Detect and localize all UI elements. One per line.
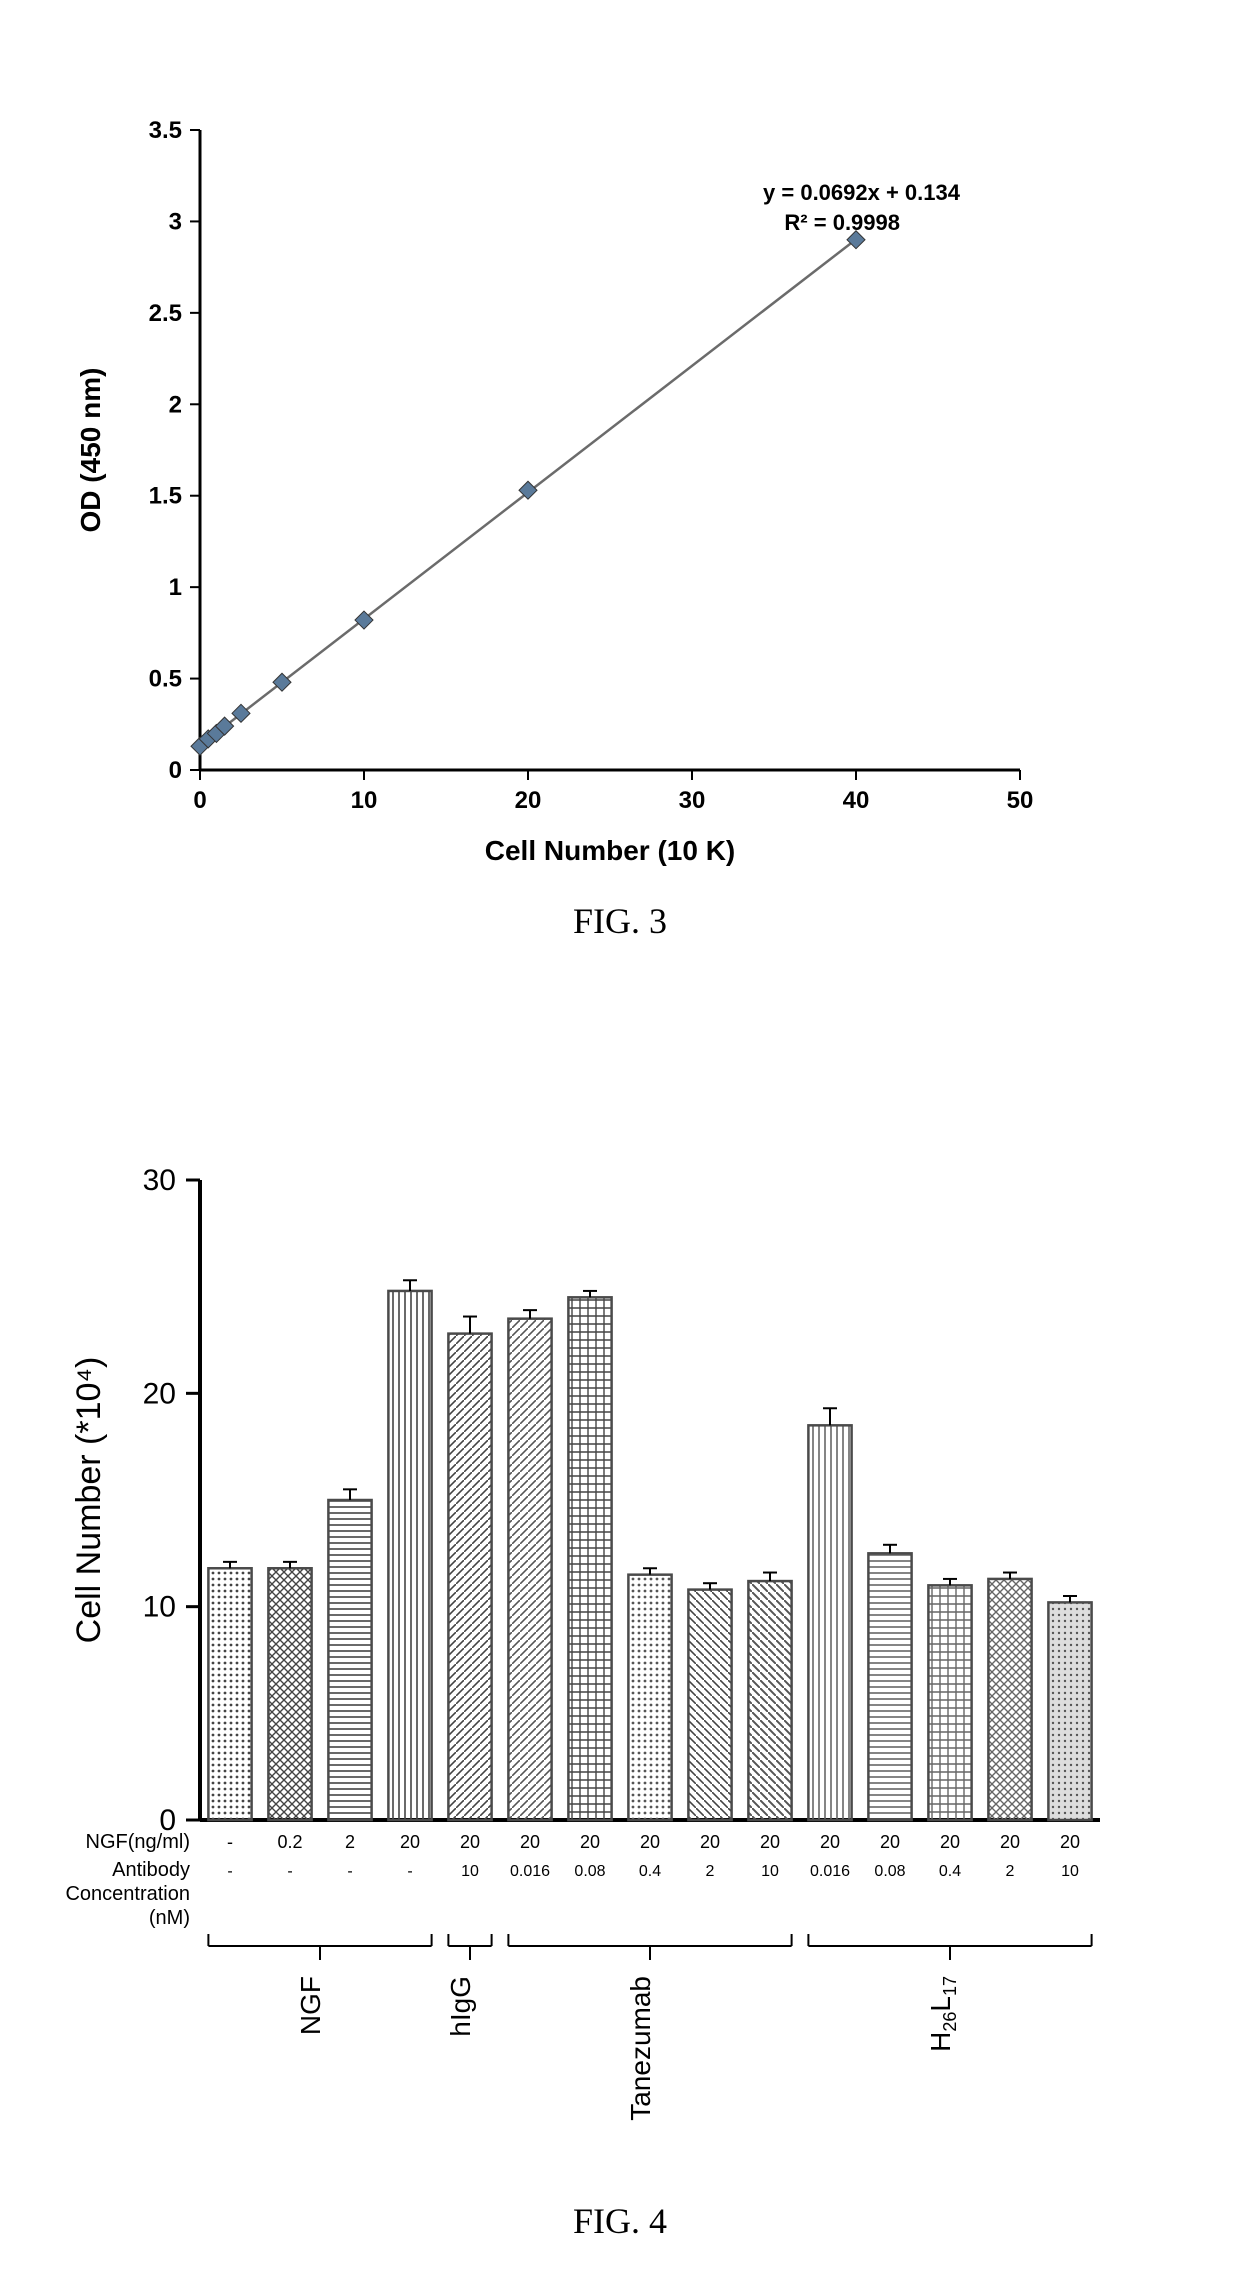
figure-4: 0102030Cell Number (*10⁴)NGF(ng/ml)Antib… bbox=[0, 1120, 1240, 2242]
svg-text:0.2: 0.2 bbox=[277, 1832, 302, 1852]
svg-text:10: 10 bbox=[351, 787, 378, 814]
svg-text:1: 1 bbox=[169, 574, 182, 601]
svg-text:2.5: 2.5 bbox=[149, 300, 182, 327]
svg-text:R² = 0.9998: R² = 0.9998 bbox=[784, 210, 900, 235]
svg-text:30: 30 bbox=[143, 1164, 176, 1197]
svg-text:H26L17: H26L17 bbox=[925, 1976, 960, 2052]
svg-text:20: 20 bbox=[700, 1832, 720, 1852]
svg-text:20: 20 bbox=[940, 1832, 960, 1852]
svg-text:20: 20 bbox=[760, 1832, 780, 1852]
svg-text:(nM): (nM) bbox=[149, 1907, 190, 1929]
scatter-chart: 0 10 20 30 40 50 0 0.5 1 1.5 2 2.5 3 3.5 Cell Number (… bbox=[0, 70, 1240, 870]
svg-text:30: 30 bbox=[679, 787, 706, 814]
svg-text:-: - bbox=[407, 1863, 412, 1880]
svg-text:10: 10 bbox=[1061, 1863, 1079, 1880]
svg-text:20: 20 bbox=[1060, 1832, 1080, 1852]
svg-text:20: 20 bbox=[143, 1377, 176, 1410]
svg-text:20: 20 bbox=[400, 1832, 420, 1852]
svg-text:50: 50 bbox=[1007, 787, 1034, 814]
svg-text:3: 3 bbox=[169, 208, 182, 235]
svg-text:Tanezumab: Tanezumab bbox=[625, 1976, 656, 2121]
svg-text:0.5: 0.5 bbox=[149, 666, 182, 693]
svg-text:2: 2 bbox=[1006, 1863, 1015, 1880]
svg-text:-: - bbox=[347, 1863, 352, 1880]
svg-text:1.5: 1.5 bbox=[149, 483, 182, 510]
svg-text:NGF: NGF bbox=[295, 1976, 326, 2035]
svg-text:0.4: 0.4 bbox=[639, 1863, 661, 1880]
svg-text:0.016: 0.016 bbox=[810, 1863, 850, 1880]
svg-text:10: 10 bbox=[461, 1863, 479, 1880]
svg-text:NGF(ng/ml): NGF(ng/ml) bbox=[86, 1831, 190, 1853]
svg-text:0.4: 0.4 bbox=[939, 1863, 961, 1880]
svg-text:10: 10 bbox=[143, 1591, 176, 1624]
svg-text:40: 40 bbox=[843, 787, 870, 814]
svg-text:0.016: 0.016 bbox=[510, 1863, 550, 1880]
svg-text:3.5: 3.5 bbox=[149, 117, 182, 144]
svg-text:2: 2 bbox=[706, 1863, 715, 1880]
svg-text:OD (450 nm): OD (450 nm) bbox=[75, 368, 106, 533]
svg-text:20: 20 bbox=[880, 1832, 900, 1852]
svg-text:y = 0.0692x + 0.134: y = 0.0692x + 0.134 bbox=[763, 180, 961, 205]
svg-text:20: 20 bbox=[515, 787, 542, 814]
svg-text:hIgG: hIgG bbox=[445, 1976, 476, 2037]
svg-text:10: 10 bbox=[761, 1863, 779, 1880]
bar-chart: 0102030Cell Number (*10⁴)NGF(ng/ml)Antib… bbox=[0, 1120, 1240, 2170]
svg-text:2: 2 bbox=[345, 1832, 355, 1852]
figure-4-caption: FIG. 4 bbox=[0, 2200, 1240, 2242]
svg-text:0.08: 0.08 bbox=[874, 1863, 905, 1880]
svg-text:-: - bbox=[227, 1863, 232, 1880]
svg-text:20: 20 bbox=[580, 1832, 600, 1852]
svg-text:Concentration: Concentration bbox=[65, 1883, 190, 1905]
svg-text:20: 20 bbox=[820, 1832, 840, 1852]
svg-text:-: - bbox=[227, 1832, 233, 1852]
svg-text:Cell Number (10 K): Cell Number (10 K) bbox=[485, 835, 736, 866]
svg-text:20: 20 bbox=[460, 1832, 480, 1852]
figure-3: 0 10 20 30 40 50 0 0.5 1 1.5 2 2.5 3 3.5 Cell Number (… bbox=[0, 70, 1240, 942]
svg-text:20: 20 bbox=[1000, 1832, 1020, 1852]
svg-text:2: 2 bbox=[169, 391, 182, 418]
figure-3-caption: FIG. 3 bbox=[0, 900, 1240, 942]
svg-text:20: 20 bbox=[640, 1832, 660, 1852]
svg-text:Cell Number (*10⁴): Cell Number (*10⁴) bbox=[70, 1357, 108, 1644]
svg-text:20: 20 bbox=[520, 1832, 540, 1852]
svg-text:Antibody: Antibody bbox=[112, 1859, 190, 1881]
svg-text:0.08: 0.08 bbox=[574, 1863, 605, 1880]
svg-text:-: - bbox=[287, 1863, 292, 1880]
svg-text:0: 0 bbox=[193, 787, 206, 814]
svg-text:0: 0 bbox=[169, 757, 182, 784]
